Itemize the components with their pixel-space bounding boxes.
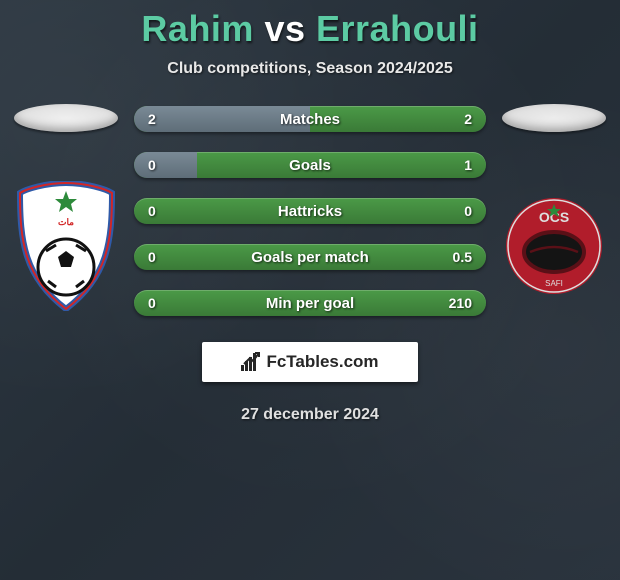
stat-value-right: 0.5 bbox=[453, 244, 472, 270]
stat-label: Goals bbox=[289, 157, 331, 174]
stat-value-left: 2 bbox=[148, 106, 156, 132]
stat-bar-track: Goals 0 1 bbox=[134, 152, 486, 178]
stat-value-left: 0 bbox=[148, 244, 156, 270]
stat-value-right: 1 bbox=[464, 152, 472, 178]
branding-arrow-icon bbox=[242, 350, 260, 368]
stat-bar-track: Min per goal 0 210 bbox=[134, 290, 486, 316]
stat-row: Hattricks 0 0 bbox=[134, 198, 486, 224]
comparison-title: Rahim vs Errahouli bbox=[0, 8, 620, 50]
club-right-crest-icon: OCS SAFI bbox=[504, 196, 604, 296]
club-right-logo: OCS SAFI bbox=[499, 176, 609, 316]
date-text: 27 december 2024 bbox=[0, 406, 620, 424]
stat-row: Min per goal 0 210 bbox=[134, 290, 486, 316]
stat-label: Hattricks bbox=[278, 203, 342, 220]
title-vs: vs bbox=[264, 8, 305, 49]
title-player-left: Rahim bbox=[141, 8, 254, 49]
stat-row: Goals per match 0 0.5 bbox=[134, 244, 486, 270]
stat-bar-track: Hattricks 0 0 bbox=[134, 198, 486, 224]
svg-text:مات: مات bbox=[58, 217, 74, 227]
stat-label: Min per goal bbox=[266, 295, 354, 312]
player-left-name-oval bbox=[14, 104, 118, 132]
stat-value-right: 2 bbox=[464, 106, 472, 132]
stat-row: Matches 2 2 bbox=[134, 106, 486, 132]
stat-label: Matches bbox=[280, 111, 340, 128]
stat-value-left: 0 bbox=[148, 290, 156, 316]
left-side: مات bbox=[8, 104, 124, 316]
stat-value-left: 0 bbox=[148, 152, 156, 178]
main-row: مات Matches22Goals01Hattricks00Goals per… bbox=[0, 104, 620, 316]
subtitle: Club competitions, Season 2024/2025 bbox=[0, 60, 620, 78]
branding-text: FcTables.com bbox=[266, 352, 378, 372]
stat-bar-fill-left bbox=[134, 152, 197, 178]
right-side: OCS SAFI bbox=[496, 104, 612, 316]
stat-label: Goals per match bbox=[251, 249, 369, 266]
stat-value-right: 210 bbox=[449, 290, 472, 316]
stats-column: Matches22Goals01Hattricks00Goals per mat… bbox=[134, 104, 486, 316]
club-left-logo: مات bbox=[11, 176, 121, 316]
title-player-right: Errahouli bbox=[316, 8, 479, 49]
infographic-card: Rahim vs Errahouli Club competitions, Se… bbox=[0, 0, 620, 424]
stat-bar-track: Matches 2 2 bbox=[134, 106, 486, 132]
player-right-name-oval bbox=[502, 104, 606, 132]
branding-badge: FcTables.com bbox=[202, 342, 418, 382]
stat-value-right: 0 bbox=[464, 198, 472, 224]
stat-row: Goals 0 1 bbox=[134, 152, 486, 178]
club-left-crest-icon: مات bbox=[16, 181, 116, 311]
stat-bar-track: Goals per match 0 0.5 bbox=[134, 244, 486, 270]
svg-text:SAFI: SAFI bbox=[545, 279, 563, 288]
stat-value-left: 0 bbox=[148, 198, 156, 224]
